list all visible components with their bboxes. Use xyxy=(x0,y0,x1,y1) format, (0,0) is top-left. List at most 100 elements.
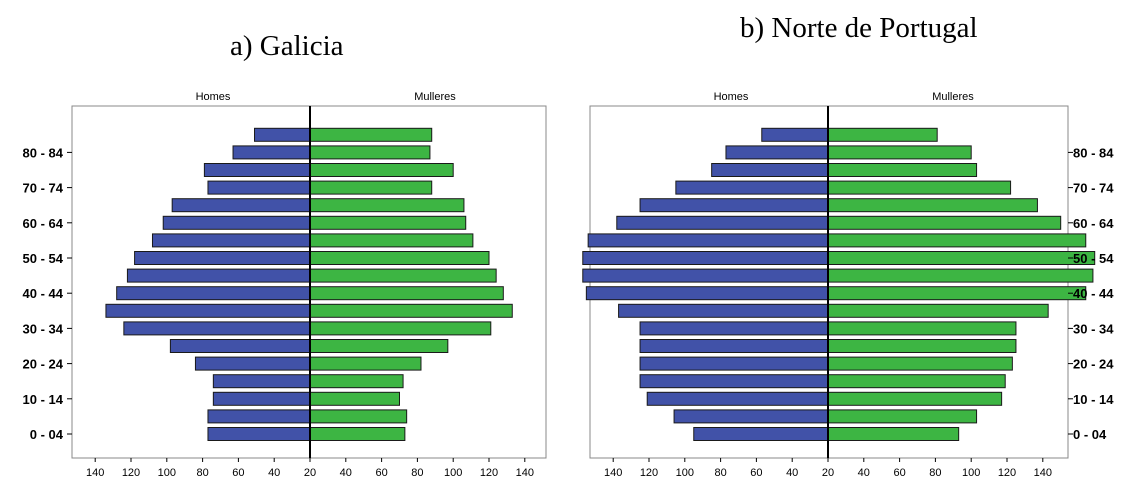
female-bar xyxy=(827,286,1087,301)
male-bar xyxy=(207,409,311,424)
female-bar xyxy=(827,251,1096,265)
female-bar xyxy=(827,233,1087,248)
male-bar xyxy=(254,127,311,142)
female-bar xyxy=(309,339,449,353)
male-bar xyxy=(673,409,829,424)
header-left-label: Homes xyxy=(714,91,749,103)
age-label: 20 - 24 xyxy=(1073,357,1114,372)
female-bar xyxy=(309,145,431,160)
age-label: 40 - 44 xyxy=(23,286,64,301)
x-tick-label: 40 xyxy=(858,467,870,479)
x-tick-label: 60 xyxy=(375,467,387,479)
female-bar xyxy=(309,391,400,406)
x-tick-label: 120 xyxy=(998,467,1016,479)
age-label: 10 - 14 xyxy=(1073,392,1114,407)
female-bar xyxy=(309,233,474,248)
male-bar xyxy=(169,339,311,353)
female-bar xyxy=(309,127,433,142)
male-bar xyxy=(151,233,311,248)
x-tick-label: 120 xyxy=(480,467,498,479)
male-bar xyxy=(582,251,829,265)
female-bar xyxy=(309,251,490,265)
x-tick-label: 100 xyxy=(962,467,980,479)
age-label: 0 - 04 xyxy=(1073,427,1107,442)
male-bar xyxy=(639,356,829,371)
x-tick-label: 60 xyxy=(232,467,244,479)
female-bar xyxy=(827,145,972,160)
female-bar xyxy=(309,198,465,213)
female-bar xyxy=(309,374,404,389)
male-bar xyxy=(126,268,311,283)
female-bar xyxy=(827,391,1003,406)
age-label: 30 - 34 xyxy=(1073,321,1114,336)
male-bar xyxy=(582,268,829,283)
male-bar xyxy=(646,391,829,406)
x-tick-label: 80 xyxy=(196,467,208,479)
male-bar xyxy=(194,356,311,371)
header-right-label: Mulleres xyxy=(932,91,974,103)
female-bar xyxy=(827,321,1017,336)
pyramid-panel-a: Homes Mulleres 0 - 04 10 - 14 20 - 24 30 - 34… xyxy=(23,91,547,479)
female-bar xyxy=(827,268,1094,283)
male-bar xyxy=(116,286,311,301)
x-tick-label: 20 xyxy=(822,467,834,479)
x-tick-label: 140 xyxy=(604,467,622,479)
x-tick-label: 40 xyxy=(268,467,280,479)
age-label: 40 - 44 xyxy=(1073,286,1114,301)
male-bar xyxy=(207,427,311,441)
male-bar xyxy=(618,303,829,318)
panel-a-title: a) Galicia xyxy=(230,30,344,62)
male-bar xyxy=(105,303,311,318)
male-bar xyxy=(639,339,829,353)
female-bar xyxy=(309,163,454,177)
female-bar xyxy=(309,286,504,301)
panel-b-title: b) Norte de Portugal xyxy=(740,12,978,44)
x-tick-label: 80 xyxy=(411,467,423,479)
x-tick-label: 40 xyxy=(340,467,352,479)
x-tick-label: 100 xyxy=(676,467,694,479)
male-bar xyxy=(207,180,311,195)
header-left-label: Homes xyxy=(196,91,231,103)
x-tick-label: 40 xyxy=(786,467,798,479)
female-bar xyxy=(827,409,978,424)
age-label: 50 - 54 xyxy=(23,251,64,266)
male-bar xyxy=(212,374,311,389)
x-tick-label: 140 xyxy=(86,467,104,479)
female-bar xyxy=(827,356,1013,371)
age-label: 20 - 24 xyxy=(23,357,64,372)
age-label: 80 - 84 xyxy=(23,145,64,160)
female-bar xyxy=(309,303,513,318)
female-bar xyxy=(827,303,1049,318)
x-tick-label: 140 xyxy=(516,467,534,479)
age-label: 70 - 74 xyxy=(1073,181,1114,196)
male-bar xyxy=(639,321,829,336)
female-bar xyxy=(827,215,1062,230)
male-bar xyxy=(585,286,829,301)
male-bar xyxy=(162,215,311,230)
female-bar xyxy=(309,427,406,441)
age-label: 0 - 04 xyxy=(30,427,64,442)
male-bar xyxy=(725,145,829,160)
female-bar xyxy=(309,180,433,195)
female-bar xyxy=(827,339,1017,353)
male-bar xyxy=(232,145,311,160)
female-bar xyxy=(827,127,938,142)
x-tick-label: 80 xyxy=(929,467,941,479)
x-tick-label: 60 xyxy=(750,467,762,479)
age-label: 50 - 54 xyxy=(1073,251,1114,266)
male-bar xyxy=(171,198,311,213)
female-bar xyxy=(309,215,467,230)
female-bar xyxy=(827,163,978,177)
x-tick-label: 100 xyxy=(444,467,462,479)
male-bar xyxy=(639,374,829,389)
male-bar xyxy=(134,251,311,265)
x-tick-label: 20 xyxy=(304,467,316,479)
female-bar xyxy=(827,427,960,441)
age-label: 30 - 34 xyxy=(23,321,64,336)
age-label: 10 - 14 xyxy=(23,392,64,407)
male-bar xyxy=(203,163,311,177)
x-tick-label: 100 xyxy=(158,467,176,479)
header-right-label: Mulleres xyxy=(414,91,456,103)
male-bar xyxy=(761,127,829,142)
